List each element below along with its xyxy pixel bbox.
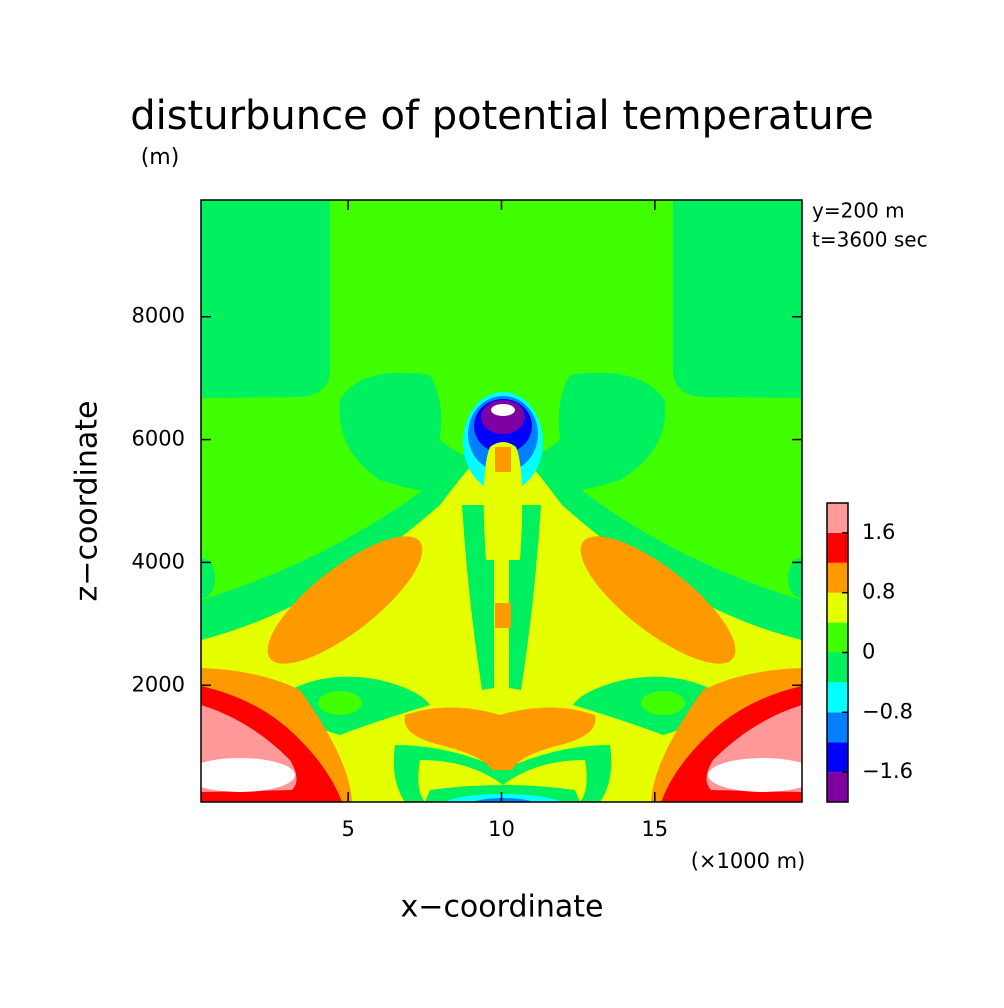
x-axis-label: x−coordinate bbox=[401, 890, 604, 925]
contour-region bbox=[201, 200, 330, 398]
colorbar-bin bbox=[827, 772, 848, 802]
contour-region bbox=[491, 404, 515, 416]
colorbar-bin bbox=[827, 652, 848, 683]
x-tick-label: 15 bbox=[641, 817, 668, 841]
annotation: t=3600 sec bbox=[812, 228, 928, 252]
mirror-group bbox=[708, 758, 802, 792]
colorbar-bin bbox=[827, 532, 848, 563]
contour-region bbox=[788, 558, 802, 598]
y-unit: (m) bbox=[141, 145, 180, 170]
contour-field bbox=[201, 200, 802, 802]
contour-region bbox=[495, 603, 511, 628]
contour-region bbox=[404, 707, 596, 770]
mirror-group bbox=[788, 558, 802, 598]
contour-region bbox=[201, 558, 215, 598]
x-tick-label: 10 bbox=[488, 817, 515, 841]
colorbar-bin bbox=[827, 503, 848, 533]
colorbar-tick-label: 1.6 bbox=[862, 520, 895, 544]
contour-region bbox=[673, 200, 802, 398]
x-tick-label: 5 bbox=[341, 817, 354, 841]
contour-region bbox=[641, 691, 685, 715]
colorbar-tick-label: 0.8 bbox=[862, 580, 895, 604]
y-tick-label: 4000 bbox=[132, 549, 185, 573]
chart-title: disturbunce of potential temperature bbox=[130, 93, 874, 139]
contour-region bbox=[318, 691, 362, 715]
colorbar-tick-label: −0.8 bbox=[862, 699, 913, 723]
contour-region bbox=[483, 442, 523, 560]
colorbar-bin bbox=[827, 622, 848, 653]
contour-region bbox=[201, 758, 295, 792]
colorbar-bin bbox=[827, 562, 848, 593]
contour-region bbox=[708, 758, 802, 792]
colorbar-tick-label: −1.6 bbox=[862, 759, 913, 783]
contour-region bbox=[267, 536, 423, 664]
contour-region bbox=[495, 447, 511, 472]
contour-region bbox=[472, 798, 534, 802]
y-tick-label: 8000 bbox=[132, 304, 185, 328]
colorbar-bin bbox=[827, 682, 848, 713]
y-axis-label: z−coordinate bbox=[70, 401, 105, 602]
contour-region bbox=[444, 794, 562, 802]
contour-region bbox=[580, 536, 736, 664]
x-unit: (×1000 m) bbox=[691, 849, 806, 873]
annotation: y=200 m bbox=[812, 199, 905, 223]
mirror-group bbox=[641, 691, 685, 715]
contour-region bbox=[339, 372, 666, 495]
y-tick-label: 2000 bbox=[132, 672, 185, 696]
mirror-group bbox=[580, 536, 736, 664]
colorbar-bin bbox=[827, 592, 848, 623]
colorbar-bin bbox=[827, 712, 848, 743]
colorbar-tick-label: 0 bbox=[862, 640, 875, 664]
mirror-group bbox=[673, 200, 802, 398]
y-tick-label: 6000 bbox=[132, 427, 185, 451]
colorbar-bin bbox=[827, 742, 848, 773]
